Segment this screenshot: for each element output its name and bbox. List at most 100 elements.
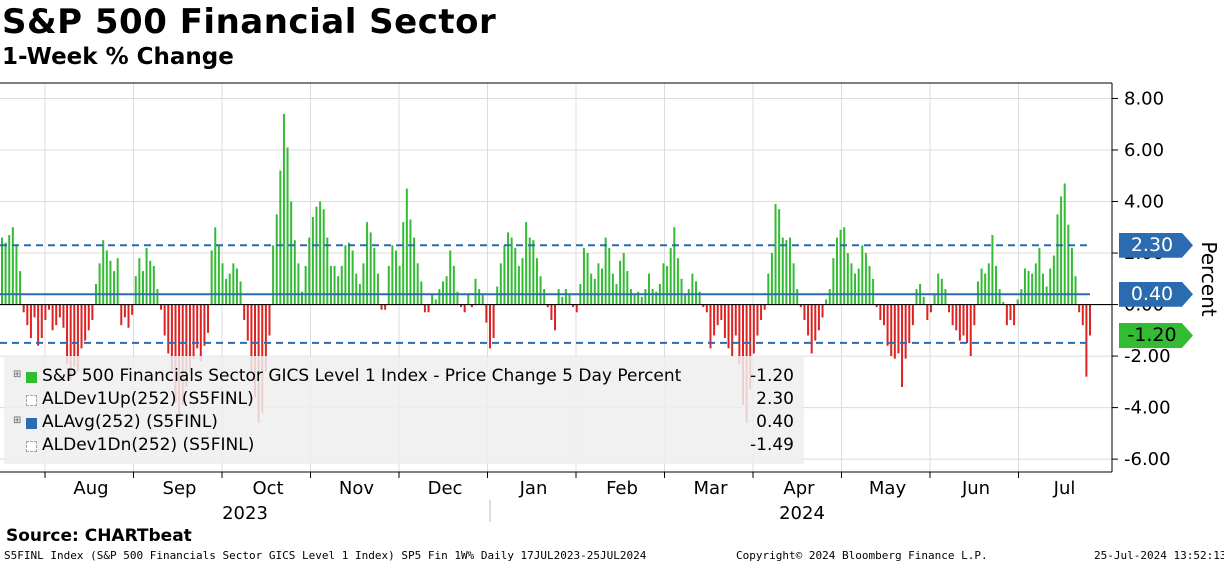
bar-positive (420, 281, 423, 305)
bar-positive (687, 289, 690, 305)
bar-negative (188, 304, 191, 372)
bar-positive (405, 188, 408, 305)
legend-label: S&P 500 Financials Sector GICS Level 1 I… (42, 366, 682, 386)
bar-negative (427, 304, 430, 313)
bar-positive (141, 271, 144, 305)
bar-negative (749, 304, 752, 390)
bar-negative (720, 304, 723, 321)
chart-subtitle: 1-Week % Change (2, 44, 234, 70)
bar-positive (8, 234, 11, 305)
bar-negative (1085, 304, 1088, 377)
bar-negative (207, 304, 210, 333)
bar-negative (969, 304, 972, 357)
bar-negative (250, 304, 253, 372)
bar-negative (66, 304, 69, 364)
bar-negative (40, 304, 43, 339)
bar-negative (58, 304, 61, 318)
bar-positive (297, 263, 300, 305)
bar-positive (922, 296, 925, 305)
bar-negative (199, 304, 202, 362)
bar-negative (901, 304, 904, 387)
bar-positive (445, 276, 448, 305)
bar-positive (850, 263, 853, 305)
bar-positive (1020, 289, 1023, 305)
bar-positive (543, 289, 546, 305)
legend-value: -1.20 (750, 366, 794, 386)
bar-negative (955, 304, 958, 331)
bar-positive (301, 291, 304, 305)
bar-positive (452, 265, 455, 305)
bar-positive (1002, 301, 1005, 305)
bar-positive (976, 281, 979, 305)
bar-positive (680, 278, 683, 305)
bar-positive (438, 289, 441, 305)
bar-positive (586, 253, 589, 305)
bar-positive (416, 263, 419, 305)
month-tick-label: Apr (783, 478, 815, 499)
bar-positive (456, 291, 459, 305)
legend-swatch-empty (26, 441, 37, 452)
bar-positive (857, 268, 860, 305)
bar-positive (684, 294, 687, 305)
bar-positive (1038, 247, 1041, 305)
bar-positive (564, 289, 567, 305)
bar-positive (391, 245, 394, 305)
legend-item-dev-up: ALDev1Up(252) (S5FINL) 2.30 (8, 389, 804, 412)
expand-icon[interactable]: ⊞ (13, 369, 22, 380)
bar-positive (774, 204, 777, 305)
bar-negative (709, 304, 712, 349)
bar-positive (832, 258, 835, 305)
bar-negative (33, 304, 36, 318)
footer-copyright: Copyright© 2024 Bloomberg Finance L.P. (736, 549, 988, 562)
bar-positive (344, 245, 347, 305)
bar-negative (470, 304, 473, 308)
bar-positive (673, 227, 676, 305)
bar-positive (478, 289, 481, 305)
bar-positive (156, 289, 159, 305)
bar-positive (210, 250, 213, 305)
bar-negative (893, 304, 896, 359)
bar-positive (770, 253, 773, 305)
month-tick-label: Aug (73, 478, 108, 499)
bar-negative (488, 304, 491, 349)
bar-positive (655, 291, 658, 305)
bar-negative (1089, 304, 1091, 336)
bar-negative (73, 304, 76, 367)
legend-swatch-blue (26, 418, 37, 429)
bar-positive (503, 245, 506, 305)
month-tick-label: Jul (1053, 478, 1076, 499)
bar-negative (929, 304, 932, 313)
bar-negative (897, 304, 900, 354)
footer-timestamp: 25-Jul-2024 13:52:13 (1094, 549, 1224, 562)
bar-negative (243, 304, 246, 321)
bar-negative (713, 304, 716, 336)
bar-positive (376, 273, 379, 305)
bar-positive (1049, 268, 1052, 305)
bar-positive (528, 237, 531, 305)
bar-negative (1013, 304, 1016, 326)
bar-positive (669, 247, 672, 305)
bar-positive (351, 250, 354, 305)
bar-negative (799, 304, 802, 308)
bar-negative (80, 304, 83, 349)
bar-positive (293, 240, 296, 305)
bar-positive (644, 289, 647, 305)
y-axis-title: Percent (1197, 241, 1221, 316)
bar-negative (460, 304, 463, 308)
expand-icon[interactable]: ⊞ (13, 415, 22, 426)
bar-positive (272, 245, 275, 305)
y-tick-label: -2.00 (1124, 346, 1171, 367)
month-tick-label: Nov (339, 478, 374, 499)
bar-positive (940, 278, 943, 305)
bar-negative (47, 304, 50, 310)
bar-negative (702, 304, 705, 308)
bar-positive (539, 276, 542, 305)
bar-negative (181, 304, 184, 406)
bar-negative (29, 304, 32, 339)
bar-negative (185, 304, 188, 387)
bar-positive (604, 237, 607, 305)
bar-positive (308, 237, 311, 305)
year-label: 2024 (779, 503, 825, 524)
month-tick-label: Jun (961, 478, 990, 499)
bar-negative (727, 304, 730, 349)
